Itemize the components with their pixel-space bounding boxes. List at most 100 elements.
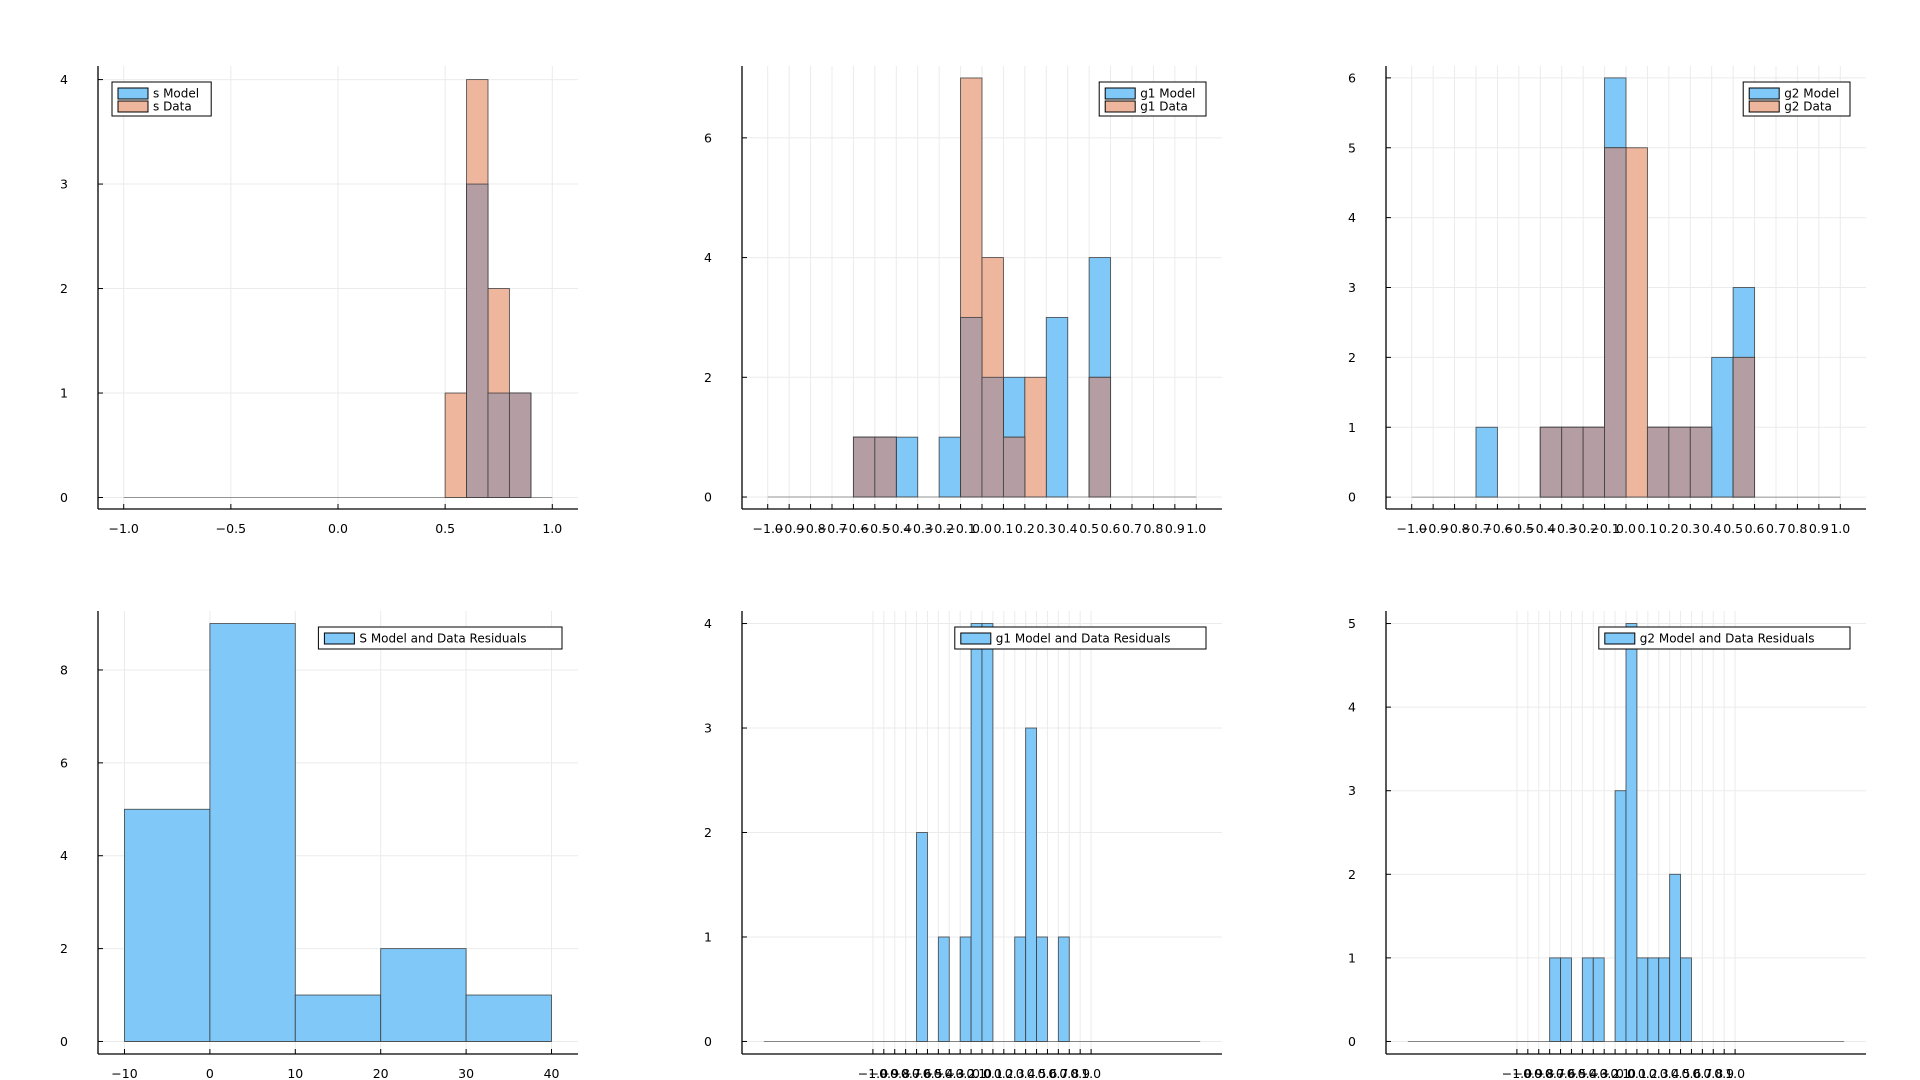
residual-bar — [1057, 936, 1070, 1042]
overlap-bar — [1689, 426, 1713, 498]
legend-label: g2 Model and Data Residuals — [1640, 632, 1815, 646]
y-tick-label: 2 — [704, 825, 712, 840]
x-tick-label: −0.4 — [923, 1066, 953, 1080]
x-tick-label: −0.5 — [912, 1066, 942, 1080]
legend-swatch — [1104, 100, 1136, 113]
x-tick-label: 0.9 — [1809, 521, 1829, 536]
residual-bar — [124, 808, 211, 1042]
x-tick-label: −0.9 — [869, 1066, 899, 1080]
x-tick-label: −1.0 — [753, 521, 783, 536]
x-tick-label: −0.1 — [956, 1066, 986, 1080]
y-tick-label: 6 — [704, 130, 712, 145]
x-tick-label: 0.7 — [1048, 1066, 1068, 1080]
x-tick-label: 0.5 — [435, 521, 455, 536]
x-tick-label: 0.3 — [1036, 521, 1056, 536]
x-tick-label: 0.0 — [972, 1066, 992, 1080]
y-tick-label: 0 — [60, 490, 68, 505]
legend-box — [954, 626, 1207, 650]
x-tick-label: −0.6 — [838, 521, 868, 536]
y-tick-label: 0 — [1348, 490, 1356, 505]
x-tick-label: 0.4 — [1016, 1066, 1036, 1080]
x-tick-label: −0.1 — [1600, 1066, 1630, 1080]
x-tick-label: −0.8 — [880, 1066, 910, 1080]
y-tick-label: 8 — [60, 662, 68, 677]
histogram-panel-6: −1.0−0.9−0.8−0.7−0.6−0.5−0.4−0.3−0.2−0.1… — [1348, 611, 1866, 1080]
x-tick-label: 0.5 — [1723, 521, 1743, 536]
overlap-bar — [1732, 356, 1756, 498]
legend-swatch — [1104, 87, 1136, 100]
x-tick-label: 0.0 — [972, 521, 992, 536]
legend-label: g1 Model — [1140, 87, 1195, 101]
x-tick-label: 0.8 — [1059, 1066, 1079, 1080]
y-tick-label: 5 — [1348, 140, 1356, 155]
overlap-bar — [1539, 426, 1563, 498]
x-tick-label: −1.0 — [858, 1066, 888, 1080]
histogram-panel-2: −1.0−0.9−0.8−0.7−0.6−0.5−0.4−0.3−0.2−0.1… — [704, 66, 1222, 536]
x-tick-label: −0.2 — [924, 521, 954, 536]
x-tick-label: −0.2 — [1568, 521, 1598, 536]
x-tick-label: 0.1 — [1637, 521, 1657, 536]
y-tick-label: 1 — [704, 929, 712, 944]
x-tick-label: 0.0 — [328, 521, 348, 536]
x-tick-label: −0.2 — [1589, 1066, 1619, 1080]
model-bar — [1045, 316, 1069, 498]
x-tick-label: −0.9 — [774, 521, 804, 536]
x-tick-label: −0.2 — [945, 1066, 975, 1080]
model-bar — [895, 436, 919, 498]
residual-bar — [937, 936, 950, 1042]
residual-bar — [1581, 957, 1594, 1042]
x-tick-label: −0.5 — [1504, 521, 1534, 536]
residual-bar — [1680, 957, 1692, 1042]
overlap-bar — [1561, 426, 1584, 498]
x-tick-label: −0.4 — [881, 521, 911, 536]
x-tick-label: 0.0 — [1616, 1066, 1636, 1080]
x-tick-label: 0.7 — [1766, 521, 1786, 536]
y-tick-label: 0 — [704, 490, 712, 505]
overlap-bar — [1646, 426, 1670, 498]
y-tick-label: 5 — [1348, 616, 1356, 631]
residual-bar — [959, 936, 972, 1042]
legend: g2 Model and Data Residuals — [1598, 626, 1851, 650]
y-tick-label: 2 — [1348, 867, 1356, 882]
x-tick-label: 1.0 — [542, 521, 562, 536]
residual-bar — [1625, 623, 1638, 1042]
x-tick-label: 0.5 — [1671, 1066, 1691, 1080]
x-tick-label: 0.4 — [1058, 521, 1078, 536]
y-tick-label: 4 — [60, 72, 68, 87]
x-tick-label: 0.6 — [1038, 1066, 1058, 1080]
x-tick-label: 0.2 — [1015, 521, 1035, 536]
x-tick-label: 1.0 — [1186, 521, 1206, 536]
x-tick-label: 0.6 — [1101, 521, 1121, 536]
x-tick-label: 0.7 — [1122, 521, 1142, 536]
y-tick-label: 2 — [1348, 350, 1356, 365]
x-tick-label: 0.2 — [1638, 1066, 1658, 1080]
legend-box — [317, 626, 563, 650]
residual-bar — [1592, 957, 1605, 1042]
residual-bar — [1025, 727, 1038, 1042]
histogram-panel-5: −1.0−0.9−0.8−0.7−0.6−0.5−0.4−0.3−0.2−0.1… — [704, 611, 1222, 1080]
y-tick-label: 1 — [1348, 420, 1356, 435]
residual-bar — [1636, 957, 1649, 1042]
legend-swatch — [1748, 100, 1780, 113]
x-tick-label: 1.0 — [1830, 521, 1850, 536]
data-bar — [444, 392, 468, 498]
data-bar — [1024, 376, 1047, 498]
residual-bar — [1549, 957, 1562, 1042]
x-tick-label: 0.8 — [1143, 521, 1163, 536]
x-tick-label: 0.9 — [1070, 1066, 1090, 1080]
overlap-bar — [1002, 436, 1026, 498]
residual-bar — [380, 948, 467, 1042]
data-bar — [1625, 147, 1648, 498]
y-tick-label: 3 — [60, 177, 68, 192]
legend-swatch — [1748, 87, 1780, 100]
overlap-bar — [981, 376, 1004, 498]
x-tick-label: 0.2 — [994, 1066, 1014, 1080]
x-tick-label: 0.1 — [1627, 1066, 1647, 1080]
y-tick-label: 2 — [704, 370, 712, 385]
residual-bar — [1014, 936, 1027, 1042]
y-tick-label: 6 — [1348, 70, 1356, 85]
overlap-bar — [1088, 376, 1112, 498]
overlap-bar — [874, 436, 897, 498]
